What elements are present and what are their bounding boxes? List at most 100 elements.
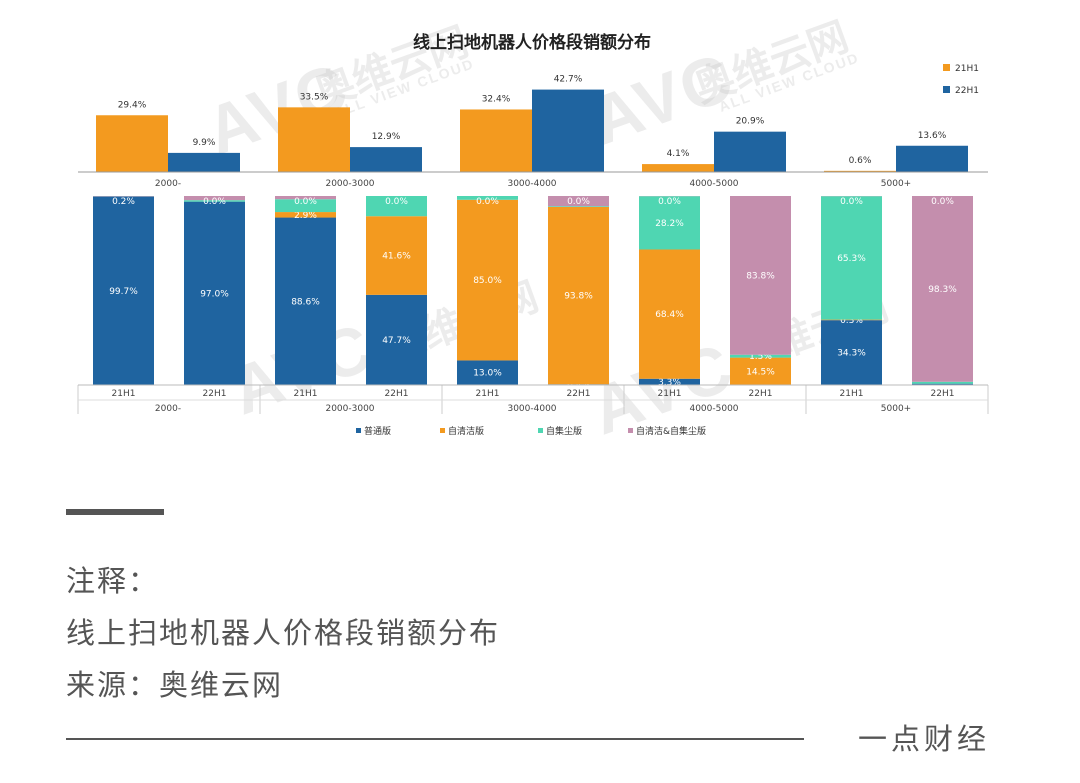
- legend-swatch-3: [538, 428, 543, 433]
- period-label: 21H1: [476, 389, 500, 399]
- period-label: 22H1: [385, 389, 409, 399]
- stack-data-label: 98.3%: [928, 285, 957, 295]
- legend-label-21h1: 21H1: [955, 64, 979, 74]
- top-data-label: 0.6%: [849, 156, 872, 166]
- stack-top-label: 0.0%: [385, 197, 408, 207]
- period-label: 21H1: [112, 389, 136, 399]
- top-category-label: 5000+: [881, 179, 911, 189]
- period-label: 21H1: [658, 389, 682, 399]
- stacked-bar-chart: 99.7% 0.2% 21H1 97.0% 0.0% 22H1 2000- 88.6% 2.9%…: [77, 196, 989, 414]
- stack-segment-2: [548, 206, 609, 385]
- legend-swatch-22h1: [943, 86, 950, 93]
- top-data-label: 9.9%: [193, 138, 216, 148]
- stack-top-label: 0.0%: [476, 197, 499, 207]
- top-category-label: 4000-5000: [689, 179, 738, 189]
- stack-data-label: 88.6%: [291, 297, 320, 307]
- legend-label-3: 自集尘版: [546, 425, 582, 437]
- period-label: 21H1: [840, 389, 864, 399]
- stack-data-label: 1.5%: [749, 352, 772, 362]
- top-bar-22h1-2: [350, 147, 422, 172]
- stack-data-label: 68.4%: [655, 310, 684, 320]
- stack-segment-3: [548, 206, 609, 207]
- brand-signature: 一点财经: [858, 722, 991, 756]
- stack-category-label: 2000-3000: [325, 404, 374, 414]
- stack-segment-3: [275, 199, 336, 213]
- notes: 注释： 线上扫地机器人价格段销额分布 来源：奥维云网: [66, 555, 500, 711]
- stack-segment-2: [366, 216, 427, 295]
- stack-data-label: 28.2%: [655, 219, 684, 229]
- top-data-label: 32.4%: [482, 94, 511, 104]
- chart-title: 线上扫地机器人价格段销额分布: [413, 32, 651, 53]
- legend-swatch-1: [356, 428, 361, 433]
- top-data-label: 12.9%: [372, 132, 401, 142]
- top-bar-21h1-4: [642, 164, 714, 172]
- legend-top: 21H1 22H1: [943, 64, 979, 96]
- top-bar-22h1-3: [532, 89, 604, 172]
- stack-segment-2: [275, 212, 336, 218]
- stack-segment-2: [821, 319, 882, 321]
- accent-bar: [66, 509, 164, 515]
- stack-data-label: 65.3%: [837, 254, 866, 264]
- stack-segment-1: [184, 201, 245, 385]
- chart: 线上扫地机器人价格段销额分布 21H1 22H1 29.4% 9.9% 2000- 33…: [77, 32, 989, 437]
- top-bar-chart: 29.4% 9.9% 2000- 33.5% 12.9% 2000-3000 32.4% 42…: [78, 75, 988, 189]
- stack-segment-4: [912, 196, 973, 382]
- stack-data-label: 85.0%: [473, 276, 502, 286]
- stack-top-label: 0.0%: [203, 197, 226, 207]
- stack-data-label: 14.5%: [746, 367, 775, 377]
- top-data-label: 42.7%: [554, 75, 583, 85]
- stack-data-label: 41.6%: [382, 252, 411, 262]
- stack-segment-1: [457, 360, 518, 385]
- legend-swatch-21h1: [943, 64, 950, 71]
- top-category-label: 2000-: [155, 179, 181, 189]
- period-label: 22H1: [567, 389, 591, 399]
- stack-segment-1: [275, 217, 336, 385]
- top-bar-22h1-1: [168, 152, 240, 172]
- period-label: 22H1: [931, 389, 955, 399]
- stack-data-label: 34.3%: [837, 349, 866, 359]
- stack-segment-4: [184, 196, 245, 201]
- stack-segment-1: [639, 378, 700, 385]
- legend-label-2: 自清洁版: [448, 425, 484, 437]
- period-label: 21H1: [294, 389, 318, 399]
- stack-segment-3: [184, 200, 245, 202]
- stack-category-label: 2000-: [155, 404, 181, 414]
- stack-data-label: 83.8%: [746, 271, 775, 281]
- stack-category-label: 3000-4000: [507, 404, 556, 414]
- stack-segment-3: [730, 354, 791, 358]
- stack-segment-4: [548, 196, 609, 207]
- legend-label-1: 普通版: [364, 425, 391, 437]
- notes-line-1: 线上扫地机器人价格段销额分布: [66, 616, 501, 650]
- top-data-label: 20.9%: [736, 117, 765, 127]
- stack-segment-4: [275, 196, 336, 200]
- top-bar-21h1-5: [824, 170, 896, 172]
- stack-data-label: 99.7%: [109, 287, 138, 297]
- stack-data-label: 3.3%: [658, 378, 681, 388]
- legend-label-22h1: 22H1: [955, 86, 979, 96]
- top-bar-22h1-5: [896, 145, 968, 172]
- stack-segment-1: [821, 320, 882, 385]
- stack-segment-3: [821, 196, 882, 320]
- top-bar-21h1-1: [96, 115, 168, 172]
- stack-segment-1: [912, 383, 973, 385]
- stack-data-label: 2.9%: [294, 211, 317, 221]
- top-category-label: 2000-3000: [325, 179, 374, 189]
- stack-segment-3: [366, 196, 427, 217]
- stack-category-label: 4000-5000: [689, 404, 738, 414]
- stack-segment-3: [457, 196, 518, 200]
- stack-top-label: 0.2%: [112, 197, 135, 207]
- period-label: 22H1: [749, 389, 773, 399]
- legend-swatch-2: [440, 428, 445, 433]
- stack-data-label: 13.0%: [473, 369, 502, 379]
- period-label: 22H1: [203, 389, 227, 399]
- top-data-label: 29.4%: [118, 100, 147, 110]
- stack-top-label: 0.0%: [931, 197, 954, 207]
- notes-line-2: 来源：奥维云网: [66, 668, 284, 702]
- top-category-label: 3000-4000: [507, 179, 556, 189]
- stack-segment-2: [457, 199, 518, 361]
- top-bar-21h1-3: [460, 109, 532, 172]
- notes-heading: 注释：: [66, 564, 160, 598]
- stack-data-label: 47.7%: [382, 336, 411, 346]
- top-data-label: 33.5%: [300, 92, 329, 102]
- stack-top-label: 0.0%: [567, 197, 590, 207]
